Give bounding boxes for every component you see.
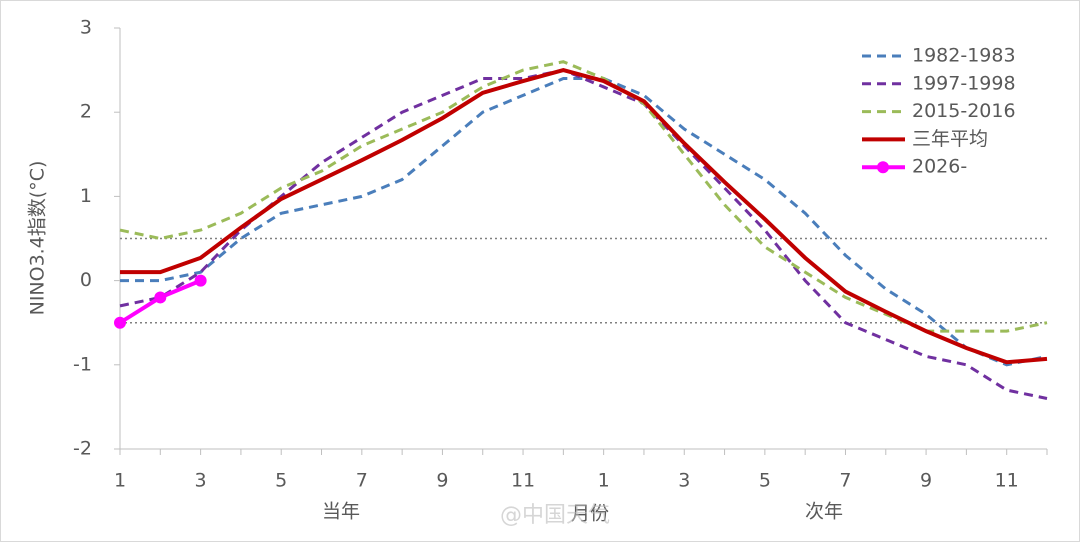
legend-label: 2026- (912, 156, 967, 178)
x-tick-label: 9 (920, 470, 932, 492)
legend-label: 三年平均 (912, 128, 988, 150)
series-line (120, 77, 1048, 367)
watermark: @中国天气 (500, 503, 610, 528)
x-tick-label: 9 (436, 470, 448, 492)
legend-label: 2015-2016 (912, 100, 1016, 122)
y-tick-label: -2 (73, 438, 92, 460)
period-label: 次年 (805, 501, 843, 523)
x-tick-label: 3 (195, 470, 207, 492)
x-tick-label: 3 (678, 470, 690, 492)
y-tick-label: -1 (73, 353, 92, 375)
data-point (194, 274, 207, 287)
y-tick-label: 0 (80, 269, 92, 291)
data-point (154, 291, 167, 304)
series-line (120, 68, 1048, 365)
y-tick-label: 1 (80, 185, 92, 207)
x-axis-label: 月份 (571, 503, 609, 525)
x-tick-label: 11 (511, 470, 535, 492)
x-tick-label: 5 (759, 470, 771, 492)
y-tick-label: 3 (80, 17, 92, 39)
legend-marker (877, 161, 889, 174)
period-label: 当年 (322, 501, 360, 523)
x-tick-label: 1 (598, 470, 610, 492)
x-tick-label: 1 (114, 470, 126, 492)
x-tick-label: 11 (995, 470, 1019, 492)
series-line (119, 68, 1048, 400)
y-axis-label: NINO3.4指数(°C) (27, 161, 49, 316)
data-point (114, 316, 126, 329)
x-tick-label: 7 (839, 470, 851, 492)
legend-label: 1982-1983 (912, 45, 1016, 67)
y-tick-label: 2 (80, 101, 92, 123)
legend-label: 1997-1998 (912, 72, 1016, 94)
x-tick-label: 7 (356, 470, 368, 492)
x-tick-label: 5 (275, 470, 287, 492)
series-line (119, 60, 1048, 333)
